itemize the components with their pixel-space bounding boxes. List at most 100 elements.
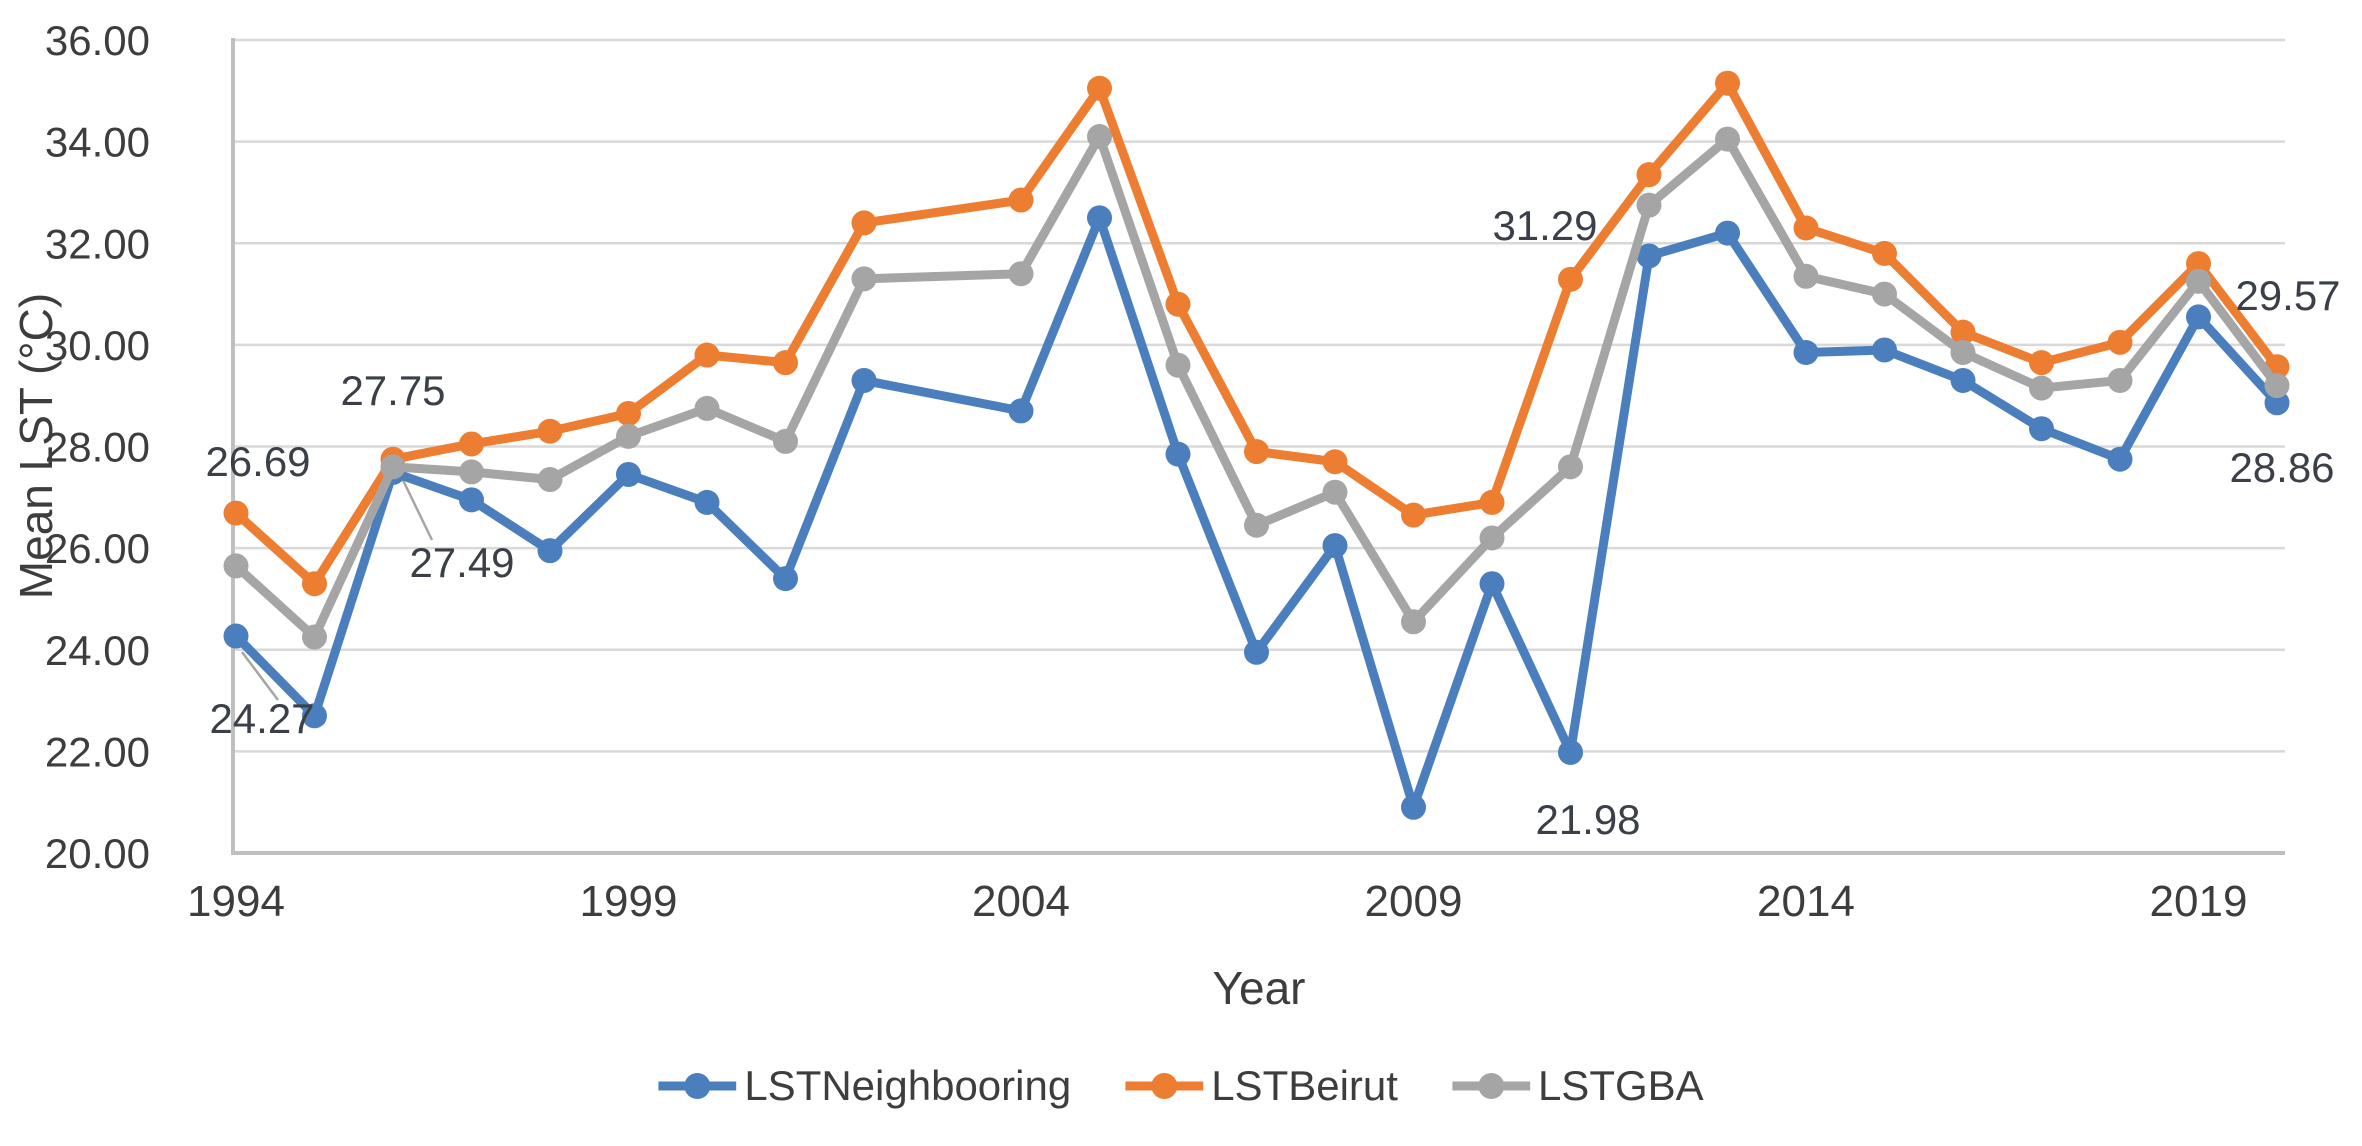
data-point-LSTBeirut-2016: [1950, 319, 1976, 345]
data-point-LSTBeirut-2001: [773, 350, 798, 376]
data-point-LSTNeighbooring-1997: [459, 487, 484, 513]
data-point-LSTBeirut-2018: [2107, 329, 2133, 355]
x-tick-label: 1999: [580, 877, 678, 926]
data-point-LSTGBA-2016: [1950, 339, 1976, 365]
data-point-LSTGBA-1998: [537, 467, 563, 493]
data-point-LSTNeighbooring-2005: [1087, 205, 1112, 231]
data-point-LSTGBA-2006: [1165, 352, 1191, 378]
data-point-LSTGBA-1995: [302, 624, 327, 650]
chart-legend: LSTNeighbooring LSTBeirut LSTGBA: [658, 1062, 1704, 1110]
data-point-LSTNeighbooring-2016: [1950, 367, 1976, 393]
leader-line: [241, 651, 279, 701]
data-point-LSTGBA-2020: [2264, 373, 2290, 399]
data-label: 21.98: [1535, 796, 1640, 843]
y-tick-label: 30.00: [45, 322, 150, 369]
series-line-LSTBeirut: [231, 78, 2282, 589]
y-tick-label: 34.00: [45, 119, 150, 166]
data-point-LSTBeirut-2007: [1244, 439, 1269, 465]
x-tick-label: 2019: [2150, 877, 2248, 926]
data-point-LSTNeighbooring-2006: [1165, 441, 1191, 467]
data-point-LSTGBA-2002: [851, 266, 877, 292]
data-point-LSTGBA-1997: [459, 459, 484, 485]
legend-label: LSTBeirut: [1211, 1062, 1398, 1109]
data-point-LSTNeighbooring-2011: [1558, 739, 1583, 765]
data-point-LSTNeighbooring-2000: [694, 489, 720, 515]
data-point-LSTNeighbooring-1994: [223, 623, 249, 649]
legend-marker-icon: [1451, 1073, 1530, 1099]
data-point-LSTNeighbooring-2009: [1401, 794, 1426, 820]
data-point-LSTGBA-1999: [616, 423, 641, 449]
legend-marker-icon: [1125, 1073, 1204, 1099]
data-point-LSTNeighbooring-2002: [851, 367, 877, 393]
data-point-LSTBeirut-2008: [1322, 449, 1348, 475]
data-point-LSTNeighbooring-2001: [773, 566, 798, 592]
data-point-LSTGBA-2018: [2107, 367, 2133, 393]
y-axis-title: Mean LST (°C): [10, 292, 62, 600]
data-point-LSTBeirut-1999: [616, 400, 641, 426]
data-point-LSTNeighbooring-1995: [302, 703, 327, 729]
legend-marker-icon: [658, 1073, 737, 1099]
data-point-LSTNeighbooring-2010: [1479, 571, 1505, 597]
series-line-LSTNeighbooring: [231, 213, 2282, 812]
data-point-LSTNeighbooring-2004: [1008, 398, 1034, 424]
data-point-LSTNeighbooring-2015: [1872, 337, 1897, 363]
y-tick-label: 20.00: [45, 830, 150, 877]
data-point-LSTBeirut-1998: [537, 418, 563, 444]
y-tick-label: 36.00: [45, 17, 150, 64]
data-point-LSTGBA-2005: [1087, 124, 1112, 150]
data-point-LSTBeirut-1995: [302, 571, 327, 597]
data-point-LSTBeirut-1997: [459, 431, 484, 457]
data-point-LSTBeirut-2002: [851, 210, 877, 236]
data-point-LSTBeirut-2019: [2186, 251, 2211, 277]
legend-item-LSTBeirut: LSTBeirut: [1125, 1062, 1398, 1110]
data-point-LSTNeighbooring-1998: [537, 538, 563, 564]
x-tick-label: 2004: [972, 877, 1070, 926]
data-label: 29.57: [2235, 272, 2340, 319]
data-point-LSTGBA-2019: [2186, 268, 2211, 294]
data-point-LSTBeirut-2004: [1008, 187, 1034, 213]
x-tick-label: 1994: [187, 877, 285, 926]
data-point-LSTBeirut-1994: [223, 500, 249, 526]
data-label: 31.29: [1492, 202, 1597, 249]
data-point-LSTNeighbooring-2008: [1322, 533, 1348, 559]
x-tick-label: 2014: [1757, 877, 1855, 926]
data-point-LSTGBA-2017: [2029, 375, 2054, 401]
data-point-LSTGBA-2007: [1244, 512, 1269, 538]
data-point-LSTBeirut-2006: [1165, 291, 1191, 317]
data-point-LSTBeirut-2014: [1793, 215, 1819, 241]
data-point-LSTBeirut-2009: [1401, 502, 1426, 528]
data-point-LSTNeighbooring-2012: [1636, 243, 1662, 269]
data-point-LSTNeighbooring-1999: [616, 461, 641, 487]
data-label: 24.27: [209, 695, 314, 742]
x-axis-title: Year: [1212, 962, 1306, 1014]
data-label: 26.69: [205, 438, 310, 485]
data-point-LSTBeirut-2010: [1479, 489, 1505, 515]
series-line-LSTGBA: [231, 132, 2282, 642]
legend-label: LSTNeighbooring: [744, 1062, 1072, 1109]
y-tick-label: 24.00: [45, 627, 150, 674]
data-point-LSTGBA-2000: [694, 395, 720, 421]
y-tick-label: 22.00: [45, 728, 150, 775]
data-point-LSTNeighbooring-2017: [2029, 416, 2054, 442]
data-point-LSTGBA-2012: [1636, 192, 1662, 218]
legend-item-LSTNeighbooring: LSTNeighbooring: [658, 1062, 1071, 1110]
y-tick-label: 26.00: [45, 525, 150, 572]
data-label: 27.75: [340, 367, 445, 414]
data-point-LSTBeirut-2011: [1558, 266, 1583, 292]
data-point-LSTGBA-1994: [223, 553, 249, 579]
data-point-LSTGBA-2011: [1558, 454, 1583, 480]
y-tick-label: 28.00: [45, 424, 150, 471]
data-point-LSTGBA-1996: [380, 454, 406, 480]
data-point-LSTGBA-2009: [1401, 609, 1426, 635]
data-point-LSTBeirut-2015: [1872, 240, 1897, 266]
data-point-LSTNeighbooring-2020: [2264, 390, 2290, 416]
data-point-LSTNeighbooring-2019: [2186, 304, 2211, 330]
data-label: 27.49: [409, 539, 514, 586]
data-point-LSTNeighbooring-2014: [1793, 339, 1819, 365]
data-point-LSTNeighbooring-2013: [1715, 220, 1740, 246]
legend-label: LSTGBA: [1537, 1062, 1704, 1109]
data-point-LSTGBA-2014: [1793, 263, 1819, 289]
data-point-LSTBeirut-2013: [1715, 70, 1740, 96]
data-label: 28.86: [2229, 444, 2334, 491]
